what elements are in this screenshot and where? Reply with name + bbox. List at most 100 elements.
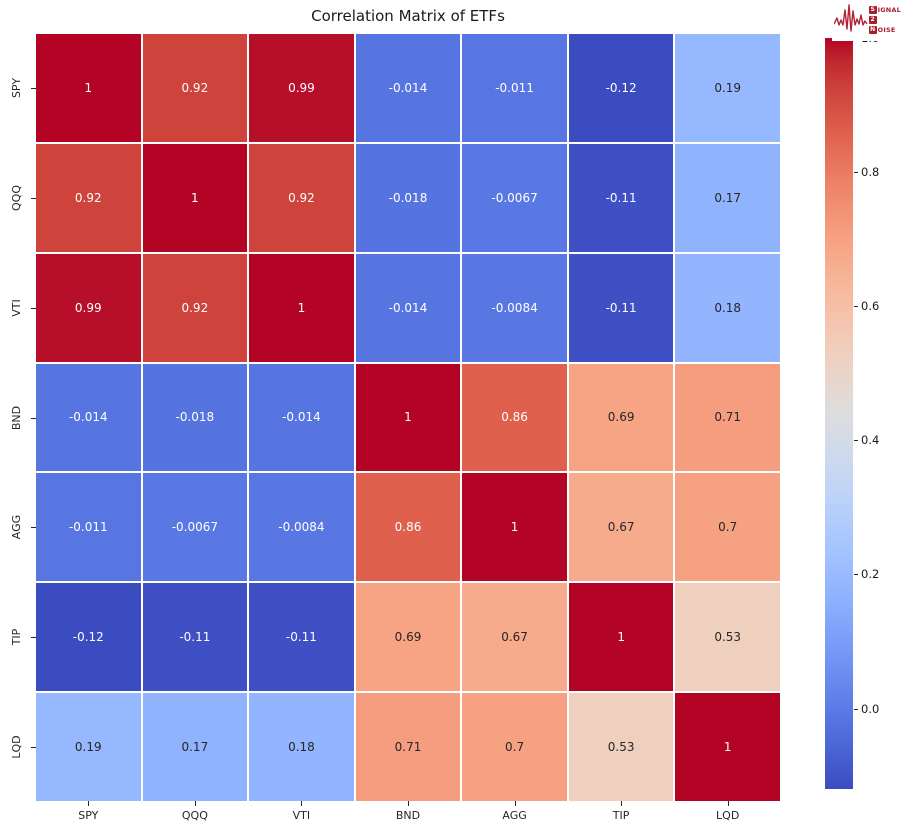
colorbar-tick-label-0.8: 0.8	[861, 165, 880, 180]
colorbar-tick-label-0.2: 0.2	[861, 567, 880, 582]
x-tick-mark	[194, 801, 196, 806]
x-tick-label-BND: BND	[395, 809, 421, 822]
colorbar-tick-mark	[854, 306, 858, 308]
logo-initial-box: 2	[868, 16, 877, 24]
y-tick-label-SPY: SPY	[10, 77, 23, 98]
heatmap-cell-LQD-SPY: 0.19	[36, 693, 141, 801]
heatmap-cell-SPY-SPY: 1	[36, 34, 141, 142]
heatmap-cell-BND-VTI: -0.014	[249, 363, 354, 472]
y-tick-mark	[31, 87, 36, 89]
y-tick-mark	[31, 417, 36, 419]
heatmap-cell-BND-QQQ: -0.018	[142, 363, 248, 472]
logo-initial-box: S	[868, 6, 877, 14]
y-tick-label-BND: BND	[10, 405, 23, 430]
chart-title: Correlation Matrix of ETFs	[311, 7, 505, 25]
colorbar-tick-label-0.4: 0.4	[861, 433, 880, 448]
logo-word-rest: IGNAL	[877, 5, 901, 14]
heatmap-cell-VTI-BND: -0.014	[355, 253, 461, 362]
colorbar-tick-mark	[854, 574, 858, 576]
heatmap-cell-BND-SPY: -0.014	[36, 363, 141, 472]
y-tick-label-TIP: TIP	[10, 628, 23, 646]
heatmap-cell-VTI-VTI: 1	[249, 253, 354, 362]
heatmap-cell-VTI-LQD: 0.18	[675, 253, 780, 362]
y-tick-label-VTI: VTI	[10, 298, 23, 317]
colorbar-tick-mark	[854, 708, 858, 710]
heatmap-cell-AGG-SPY: -0.011	[36, 473, 141, 582]
heatmap-cell-SPY-TIP: -0.12	[568, 34, 674, 142]
logo-initial-box: N	[868, 26, 877, 34]
heatmap-cell-SPY-QQQ: 0.92	[142, 34, 248, 142]
colorbar-tick-label-0.0: 0.0	[861, 701, 880, 716]
heatmap-cell-TIP-BND: 0.69	[355, 583, 461, 692]
heatmap-cell-BND-LQD: 0.71	[675, 363, 780, 472]
heatmap-cell-AGG-QQQ: -0.0067	[142, 473, 248, 582]
x-tick-label-VTI: VTI	[292, 809, 311, 822]
heatmap-cell-SPY-BND: -0.014	[355, 34, 461, 142]
y-tick-label-LQD: LQD	[10, 735, 23, 759]
heatmap-cell-SPY-AGG: -0.011	[462, 34, 567, 142]
heatmap-cell-TIP-SPY: -0.12	[36, 583, 141, 692]
heatmap-cell-AGG-VTI: -0.0084	[249, 473, 354, 582]
x-tick-mark	[88, 801, 90, 806]
colorbar-tick-mark	[854, 440, 858, 442]
heatmap-cell-VTI-TIP: -0.11	[568, 253, 674, 362]
logo-word-rest: OISE	[877, 25, 896, 34]
colorbar-tick-label-0.6: 0.6	[861, 299, 880, 314]
heatmap-cell-TIP-TIP: 1	[568, 583, 674, 692]
x-tick-label-AGG: AGG	[502, 809, 527, 822]
heatmap-cell-VTI-AGG: -0.0084	[462, 253, 567, 362]
colorbar-gradient	[825, 38, 853, 789]
heatmap-cell-AGG-TIP: 0.67	[568, 473, 674, 582]
x-tick-label-LQD: LQD	[716, 809, 740, 822]
signal2noise-logo: S IGNAL 2 N OISE	[831, 0, 902, 41]
heatmap-cell-LQD-TIP: 0.53	[568, 693, 674, 801]
heatmap-cell-LQD-BND: 0.71	[355, 693, 461, 801]
heatmap-cell-AGG-AGG: 1	[462, 473, 567, 582]
x-tick-mark	[408, 801, 409, 806]
heatmap-cell-SPY-LQD: 0.19	[675, 34, 780, 142]
logo-word: S IGNAL	[868, 5, 901, 15]
heatmap-cell-LQD-LQD: 1	[675, 693, 780, 801]
heatmap-cell-QQQ-SPY: 0.92	[36, 143, 141, 252]
x-tick-mark	[727, 801, 729, 806]
x-tick-label-SPY: SPY	[78, 809, 99, 822]
heatmap-cell-BND-BND: 1	[355, 363, 461, 472]
heatmap-cell-BND-AGG: 0.86	[462, 363, 567, 472]
heatmap: 1 0.92 0.99 -0.014 -0.011 -0.12 0.19 0.92 1 0.92-…	[36, 34, 780, 801]
x-tick-mark	[514, 801, 516, 806]
y-tick-mark	[31, 197, 36, 199]
heatmap-cell-AGG-LQD: 0.7	[675, 473, 780, 582]
x-tick-label-TIP: TIP	[612, 809, 630, 822]
heatmap-cell-BND-TIP: 0.69	[568, 363, 674, 472]
heatmap-cell-LQD-QQQ: 0.17	[142, 693, 248, 801]
heatmap-cell-SPY-VTI: 0.99	[249, 34, 354, 142]
ecg-waveform-icon	[832, 2, 868, 38]
y-tick-label-QQQ: QQQ	[10, 184, 23, 211]
logo-word: N OISE	[868, 25, 901, 35]
heatmap-cell-TIP-VTI: -0.11	[249, 583, 354, 692]
logo-text: S IGNAL 2 N OISE	[868, 5, 901, 35]
x-tick-mark	[301, 801, 303, 806]
heatmap-cell-TIP-QQQ: -0.11	[142, 583, 248, 692]
x-tick-label-QQQ: QQQ	[181, 809, 208, 822]
heatmap-cell-LQD-VTI: 0.18	[249, 693, 354, 801]
heatmap-cell-QQQ-TIP: -0.11	[568, 143, 674, 252]
heatmap-cell-VTI-QQQ: 0.92	[142, 253, 248, 362]
y-tick-mark	[31, 747, 36, 749]
heatmap-cell-QQQ-QQQ: 1	[142, 143, 248, 252]
heatmap-cell-TIP-LQD: 0.53	[675, 583, 780, 692]
heatmap-cell-LQD-AGG: 0.7	[462, 693, 567, 801]
heatmap-cell-QQQ-BND: -0.018	[355, 143, 461, 252]
heatmap-cell-AGG-BND: 0.86	[355, 473, 461, 582]
y-tick-mark	[31, 307, 36, 309]
colorbar-tick-mark	[854, 172, 858, 174]
y-tick-label-AGG: AGG	[10, 515, 23, 540]
heatmap-cell-QQQ-VTI: 0.92	[249, 143, 354, 252]
heatmap-cell-VTI-SPY: 0.99	[36, 253, 141, 362]
y-tick-mark	[31, 637, 36, 639]
heatmap-cell-QQQ-LQD: 0.17	[675, 143, 780, 252]
logo-word: 2	[868, 16, 901, 25]
x-tick-mark	[621, 801, 623, 806]
y-tick-mark	[31, 527, 36, 529]
